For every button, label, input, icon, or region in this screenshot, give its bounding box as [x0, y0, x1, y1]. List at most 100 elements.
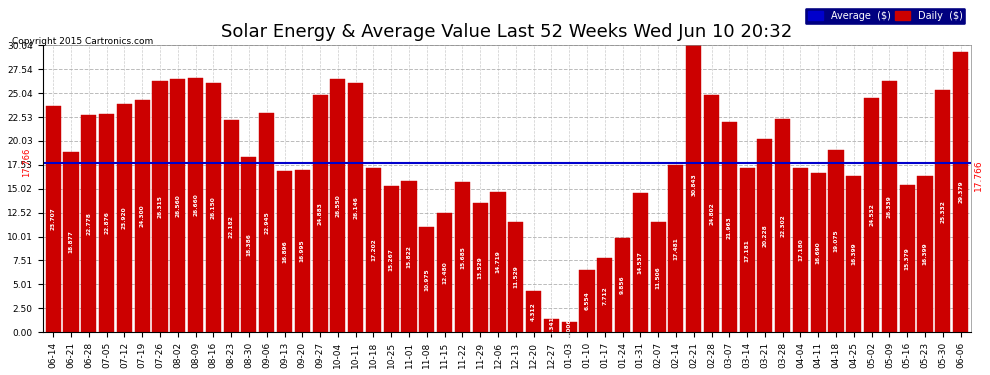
Text: 23.920: 23.920 [122, 207, 127, 229]
Text: 14.537: 14.537 [638, 251, 643, 274]
Text: 22.182: 22.182 [229, 215, 234, 238]
Legend: Average  ($), Daily  ($): Average ($), Daily ($) [804, 7, 966, 25]
Bar [633, 194, 647, 332]
Text: 7.712: 7.712 [602, 286, 607, 304]
Bar [918, 176, 933, 332]
Bar [188, 78, 203, 332]
Bar [846, 176, 861, 332]
Bar [508, 222, 524, 332]
Text: 16.995: 16.995 [300, 240, 305, 262]
Bar [615, 238, 630, 332]
Text: Copyright 2015 Cartronics.com: Copyright 2015 Cartronics.com [12, 38, 153, 46]
Bar [757, 139, 772, 332]
Title: Solar Energy & Average Value Last 52 Weeks Wed Jun 10 20:32: Solar Energy & Average Value Last 52 Wee… [222, 23, 793, 41]
Bar [135, 100, 149, 332]
Bar [936, 90, 950, 332]
Bar [242, 157, 256, 332]
Bar [81, 115, 96, 332]
Bar [775, 119, 790, 332]
Text: 14.719: 14.719 [496, 251, 501, 273]
Bar [829, 150, 843, 332]
Text: 24.300: 24.300 [140, 205, 145, 228]
Text: 16.690: 16.690 [816, 241, 821, 264]
Text: 24.883: 24.883 [318, 202, 323, 225]
Text: 9.856: 9.856 [620, 276, 625, 294]
Bar [277, 171, 292, 332]
Bar [793, 168, 808, 332]
Text: 22.945: 22.945 [264, 211, 269, 234]
Bar [472, 203, 488, 332]
Text: 12.480: 12.480 [443, 261, 447, 284]
Text: 30.843: 30.843 [691, 174, 696, 196]
Text: 21.963: 21.963 [727, 216, 732, 238]
Bar [63, 152, 78, 332]
Text: 16.399: 16.399 [851, 243, 856, 265]
Text: 17.180: 17.180 [798, 239, 803, 261]
Bar [437, 213, 452, 332]
Text: 1.341: 1.341 [548, 316, 553, 335]
Text: 15.267: 15.267 [389, 248, 394, 271]
Bar [402, 181, 417, 332]
Bar [526, 291, 542, 332]
Text: 13.529: 13.529 [478, 256, 483, 279]
Text: 24.532: 24.532 [869, 204, 874, 226]
Text: 18.877: 18.877 [68, 231, 73, 254]
Bar [740, 168, 754, 332]
Text: 16.896: 16.896 [282, 240, 287, 263]
Text: 22.876: 22.876 [104, 211, 109, 234]
Text: 26.150: 26.150 [211, 196, 216, 219]
Bar [170, 79, 185, 332]
Text: 18.386: 18.386 [247, 233, 251, 256]
Text: 25.332: 25.332 [940, 200, 945, 223]
Text: 29.379: 29.379 [958, 181, 963, 203]
Bar [579, 270, 595, 332]
Text: 26.339: 26.339 [887, 195, 892, 218]
Text: 20.228: 20.228 [762, 224, 767, 247]
Text: 15.379: 15.379 [905, 248, 910, 270]
Bar [900, 185, 915, 332]
Text: 17.766: 17.766 [22, 148, 31, 177]
Text: 23.707: 23.707 [50, 208, 55, 230]
Bar [259, 113, 274, 332]
Bar [206, 82, 221, 332]
Text: 19.075: 19.075 [834, 230, 839, 252]
Text: 10.975: 10.975 [425, 268, 430, 291]
Bar [544, 319, 559, 332]
Bar [384, 186, 399, 332]
Bar [561, 322, 577, 332]
Text: 22.302: 22.302 [780, 214, 785, 237]
Text: 11.506: 11.506 [655, 266, 660, 288]
Bar [117, 104, 132, 332]
Text: 26.660: 26.660 [193, 194, 198, 216]
Bar [454, 182, 470, 332]
Text: 11.529: 11.529 [513, 266, 519, 288]
Bar [366, 168, 381, 332]
Text: 15.822: 15.822 [407, 245, 412, 268]
Text: 26.550: 26.550 [336, 194, 341, 217]
Text: 22.778: 22.778 [86, 212, 91, 235]
Bar [722, 123, 737, 332]
Bar [864, 98, 879, 332]
Bar [331, 79, 346, 332]
Bar [224, 120, 239, 332]
Text: 6.554: 6.554 [584, 291, 589, 310]
Text: 17.481: 17.481 [673, 237, 678, 260]
Bar [686, 38, 701, 332]
Bar [46, 106, 60, 332]
Text: 16.399: 16.399 [923, 243, 928, 265]
Bar [704, 95, 719, 332]
Bar [152, 81, 167, 332]
Text: 26.315: 26.315 [157, 195, 162, 218]
Text: 4.312: 4.312 [531, 302, 537, 321]
Text: 26.560: 26.560 [175, 194, 180, 217]
Bar [597, 258, 613, 332]
Bar [668, 165, 683, 332]
Bar [295, 170, 310, 332]
Bar [313, 94, 328, 332]
Text: 24.802: 24.802 [709, 202, 714, 225]
Bar [490, 192, 506, 332]
Bar [99, 114, 114, 332]
Bar [420, 227, 435, 332]
Bar [650, 222, 665, 332]
Text: 26.146: 26.146 [353, 196, 358, 219]
